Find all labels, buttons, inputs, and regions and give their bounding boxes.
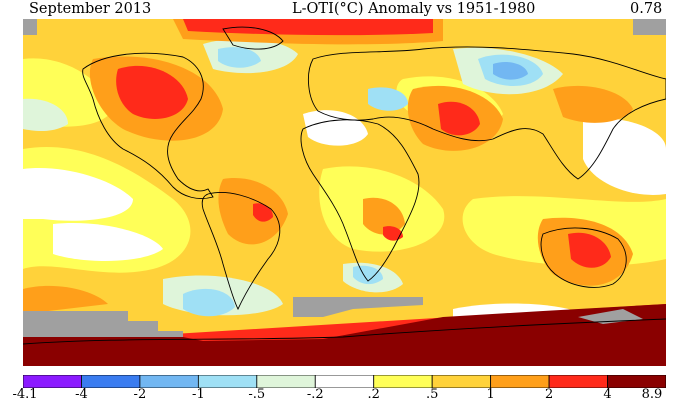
- anomaly-region: [23, 304, 666, 366]
- legend-swatch: [314, 375, 375, 388]
- anomaly-region: [183, 288, 235, 317]
- legend-swatch: [431, 375, 492, 388]
- legend-label: -.5: [248, 387, 266, 402]
- legend-label: .5: [425, 387, 439, 402]
- anomaly-region: [553, 85, 633, 123]
- anomaly-region: [183, 19, 433, 36]
- no-data-block: [23, 19, 37, 35]
- legend-label: 2: [544, 387, 554, 402]
- anomaly-region: [303, 110, 368, 146]
- map-title: L-OTI(°C) Anomaly vs 1951-1980: [292, 1, 536, 17]
- anomaly-region: [218, 47, 261, 68]
- coastlines: [23, 26, 666, 345]
- coastline-australia: [540, 227, 627, 288]
- anomaly-region: [53, 223, 163, 261]
- anomaly-region: [116, 65, 188, 119]
- anomaly-region: [363, 197, 405, 235]
- color-legend: [23, 375, 666, 388]
- legend-bar: [23, 375, 666, 388]
- anomaly-region: [23, 98, 68, 132]
- date-label: September 2013: [29, 1, 152, 17]
- legend-label: 4: [603, 387, 612, 402]
- temperature-anomaly-map: [23, 19, 666, 366]
- legend-swatch: [81, 375, 141, 388]
- legend-label: -4.1: [12, 387, 38, 402]
- coastline-north-america: [82, 52, 214, 199]
- coastline-south-america: [201, 192, 281, 311]
- anomaly-region: [568, 232, 611, 268]
- legend-swatch: [548, 375, 608, 388]
- anomaly-region: [383, 226, 403, 241]
- no-data-block: [633, 19, 666, 35]
- coastline-greenland: [222, 26, 284, 50]
- map-canvas: [23, 19, 666, 366]
- legend-label: -2: [133, 387, 147, 402]
- coastline-africa: [300, 119, 420, 282]
- anomaly-region: [493, 62, 528, 80]
- legend-label: .2: [367, 387, 380, 402]
- anomaly-region: [23, 168, 133, 221]
- anomaly-region: [583, 118, 666, 195]
- legend-swatch: [373, 375, 433, 388]
- legend-label: -4: [75, 387, 88, 402]
- anomaly-region: [253, 203, 273, 222]
- global-mean-value: 0.78: [630, 1, 663, 17]
- no-data-block: [23, 311, 183, 337]
- anomaly-region: [353, 265, 383, 285]
- anomaly-region: [368, 87, 408, 111]
- anomaly-region: [438, 101, 480, 136]
- legend-label: 8.9: [641, 387, 663, 402]
- legend-swatch: [139, 375, 199, 388]
- coastline-antarctica: [23, 318, 666, 345]
- anomaly-region: [23, 285, 108, 314]
- legend-label: 1: [486, 387, 495, 402]
- legend-swatch: [490, 375, 550, 388]
- legend-label: -1: [192, 387, 205, 402]
- coastline-eurasia: [307, 46, 666, 180]
- legend-label: -.2: [306, 387, 324, 402]
- no-data-block: [293, 297, 423, 317]
